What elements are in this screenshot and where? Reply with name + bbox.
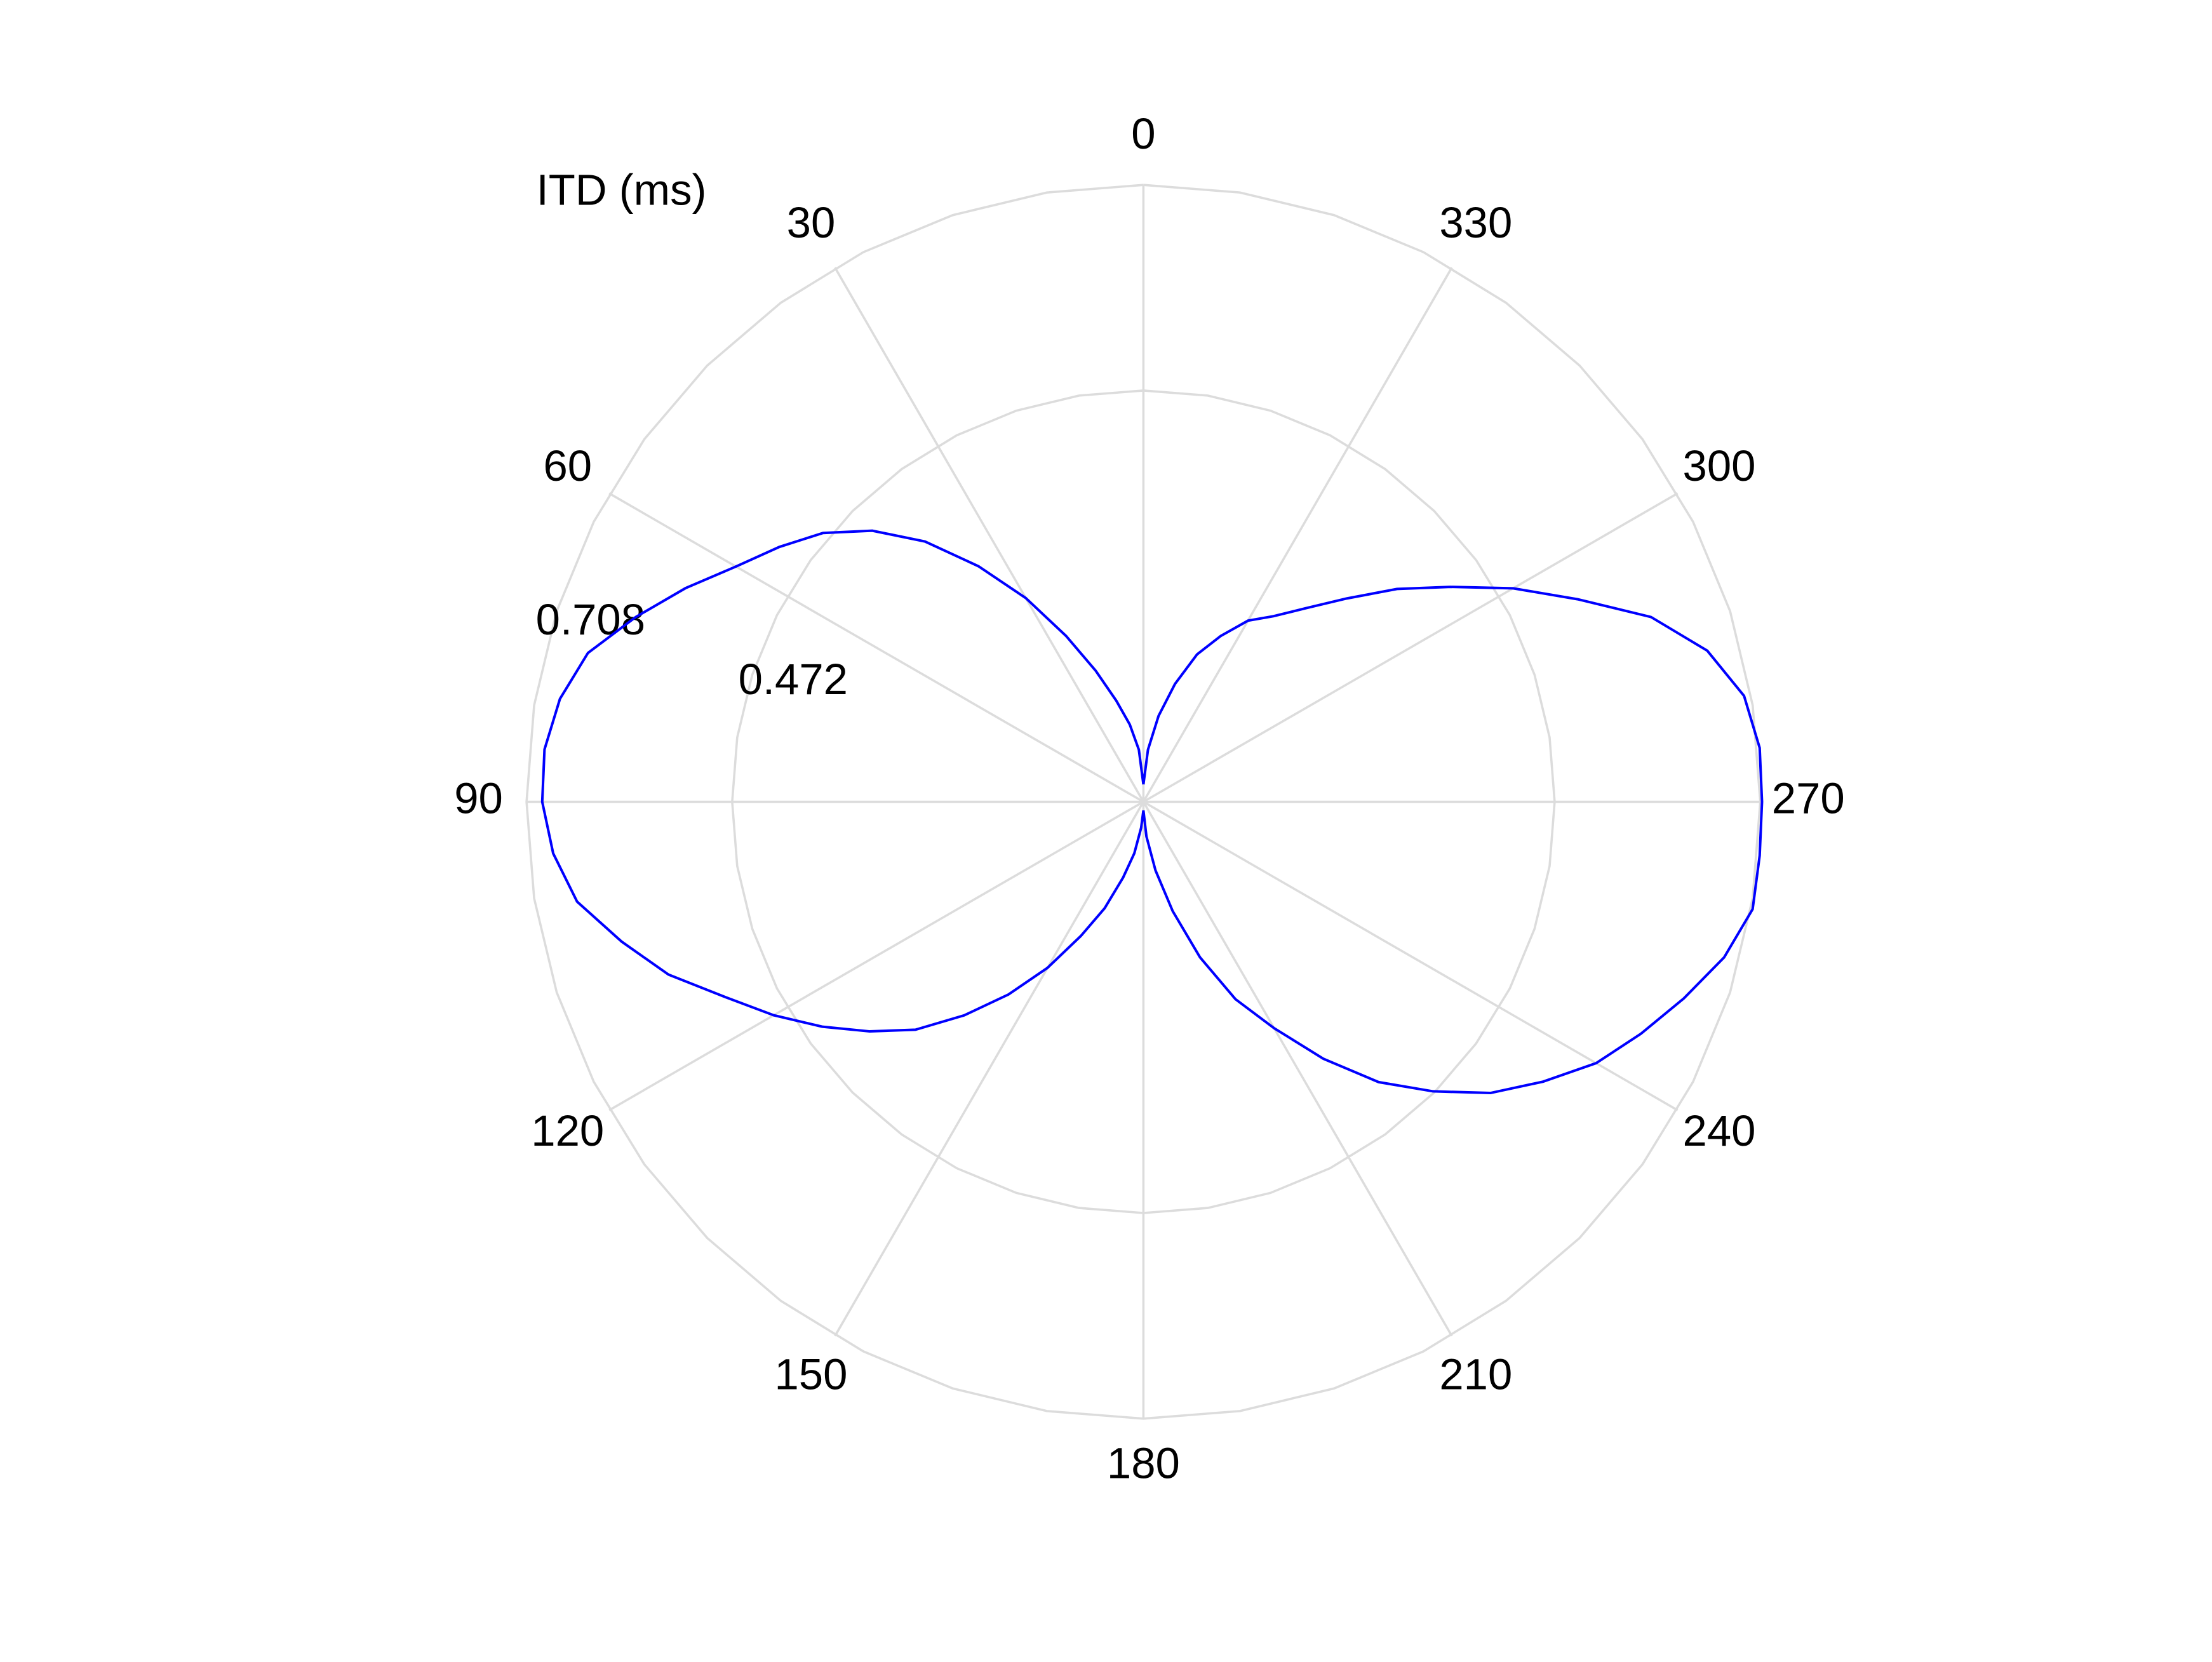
theta-tick-label: 0 — [1131, 109, 1155, 158]
theta-tick-label: 90 — [454, 774, 503, 823]
theta-tick-label: 180 — [1107, 1439, 1180, 1488]
grid-spoke — [1143, 492, 1679, 803]
theta-tick-label: 120 — [531, 1106, 604, 1155]
theta-tick-label: 300 — [1683, 441, 1756, 490]
theta-tick-label: 330 — [1439, 198, 1512, 247]
grid-spoke — [834, 267, 1144, 803]
grid-spoke — [1142, 801, 1453, 1337]
grid-spoke — [1142, 267, 1453, 803]
theta-tick-label: 60 — [543, 441, 592, 490]
data-line — [540, 529, 1764, 1095]
chart-title: ITD (ms) — [537, 166, 707, 215]
theta-tick-label: 240 — [1683, 1106, 1756, 1155]
r-tick-label: 0.708 — [536, 595, 645, 644]
r-tick-label: 0.472 — [739, 655, 848, 704]
grid-spoke — [608, 492, 1144, 803]
grid-spoke — [834, 801, 1144, 1337]
theta-tick-label: 270 — [1772, 774, 1845, 823]
theta-tick-label: 30 — [787, 198, 836, 247]
grid-spoke — [1143, 800, 1679, 1111]
grid-spoke — [608, 800, 1144, 1111]
theta-tick-label: 150 — [774, 1350, 847, 1398]
theta-tick-label: 210 — [1439, 1350, 1512, 1398]
